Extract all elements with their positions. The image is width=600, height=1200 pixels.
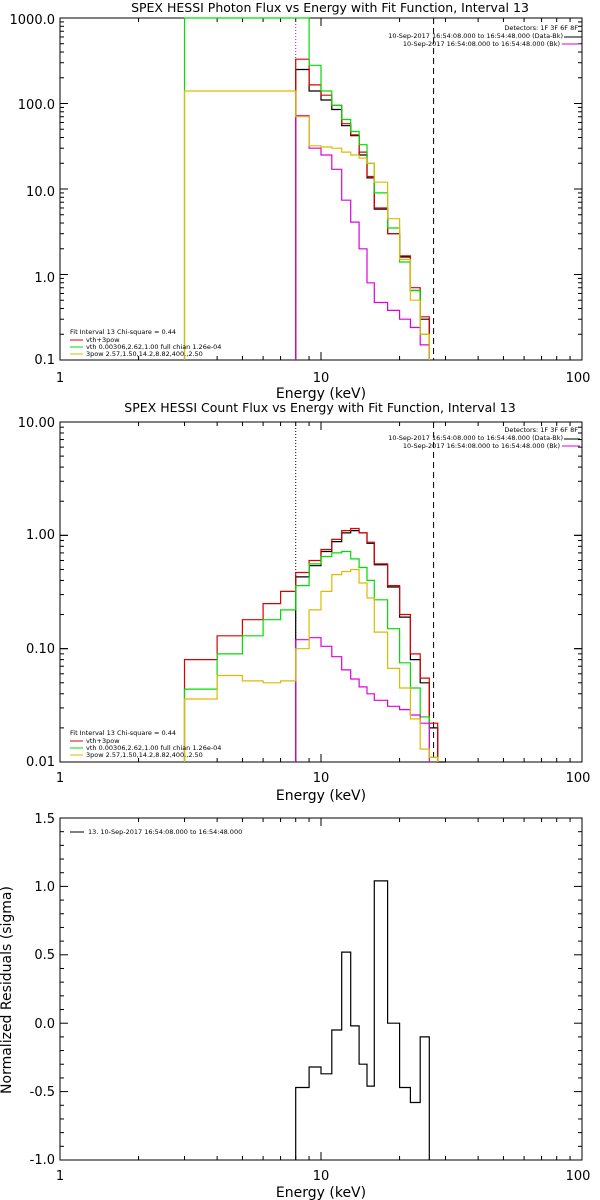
- y-tick-label: -1.0: [30, 1153, 55, 1168]
- plot-frame: [59, 817, 583, 1161]
- y-tick-label: 0.01: [26, 755, 55, 770]
- x-tick-label: 10: [313, 1169, 330, 1184]
- fit-info-text: Fit Interval 13 Chi-square = 0.44: [70, 328, 176, 336]
- series-line: [295, 530, 446, 763]
- fit-info-text: vth+3pow: [86, 737, 120, 745]
- interval-info: 10-Sep-2017 16:54:08.000 to 16:54:48.000…: [403, 40, 560, 48]
- data-series: [183, 527, 446, 763]
- y-tick-label: -0.5: [30, 1085, 55, 1100]
- series-line: [183, 90, 430, 360]
- axis-ticks: [59, 17, 583, 361]
- chart-title: SPEX HESSI Count Flux vs Energy with Fit…: [124, 400, 515, 415]
- y-tick-label: 1000.0: [10, 13, 56, 28]
- count-flux-panel: SPEX HESSI Count Flux vs Energy with Fit…: [18, 400, 591, 804]
- series-line: [295, 68, 430, 360]
- series-line: [295, 880, 430, 1160]
- detectors-label: Detectors: 1F 3F 6F 8F: [504, 426, 578, 434]
- detectors-label: Detectors: 1F 3F 6F 8F: [504, 24, 578, 32]
- data-series: [183, 17, 430, 360]
- fit-info-text: Fit Interval 13 Chi-square = 0.44: [70, 729, 176, 737]
- photon-flux-panel: SPEX HESSI Photon Flux vs Energy with Fi…: [10, 0, 591, 402]
- series-line: [295, 58, 430, 360]
- x-tick-label: 100: [566, 371, 591, 386]
- interval-info: 10-Sep-2017 16:54:08.000 to 16:54:48.000…: [388, 434, 563, 442]
- series-line: [183, 550, 439, 762]
- reference-lines: [295, 18, 435, 360]
- x-tick-label: 1: [56, 771, 64, 786]
- reference-lines: [295, 422, 435, 762]
- y-axis-label: Normalized Residuals (sigma): [0, 886, 15, 1094]
- x-axis-label: Energy (keV): [276, 1185, 366, 1200]
- fit-info-text: 3pow 2.57,1.50,14.2,8.82,400.,2.50: [86, 350, 203, 358]
- x-tick-label: 10: [313, 371, 330, 386]
- x-tick-label: 10: [313, 771, 330, 786]
- y-tick-label: 10.00: [18, 416, 55, 431]
- y-tick-label: 0.10: [26, 642, 55, 657]
- y-tick-label: 1.0: [34, 271, 55, 286]
- x-tick-label: 100: [566, 1169, 591, 1184]
- legend-entry: 13. 10-Sep-2017 16:54:08.000 to 16:54:48…: [88, 828, 242, 836]
- interval-info: 10-Sep-2017 16:54:08.000 to 16:54:48.000…: [388, 32, 563, 40]
- x-axis-label: Energy (keV): [276, 386, 366, 402]
- x-axis-label: Energy (keV): [276, 788, 366, 804]
- series-line: [183, 527, 439, 762]
- y-tick-label: 0.0: [34, 1017, 55, 1032]
- data-series: [295, 880, 430, 1160]
- series-line: [295, 115, 430, 360]
- y-tick-label: 100.0: [18, 98, 55, 113]
- fit-info-text: 3pow 2.57,1.50,14.2,8.82,400.,2.50: [86, 751, 203, 759]
- y-tick-label: 1.0: [34, 880, 55, 895]
- x-tick-label: 1: [56, 1169, 64, 1184]
- y-tick-label: 1.5: [34, 812, 55, 827]
- y-tick-label: 10.0: [26, 185, 55, 200]
- fit-info-text: vth 0.00306,2.62,1.00 full chian 1.26e-0…: [86, 744, 221, 752]
- series-line: [295, 637, 430, 762]
- x-tick-label: 100: [566, 771, 591, 786]
- interval-info: 10-Sep-2017 16:54:08.000 to 16:54:48.000…: [403, 442, 560, 450]
- y-tick-label: 0.1: [34, 353, 55, 368]
- fit-info-text: vth+3pow: [86, 336, 120, 344]
- fit-info-text: vth 0.00306,2.62,1.00 full chian 1.26e-0…: [86, 343, 221, 351]
- axis-ticks: [59, 817, 583, 1161]
- x-tick-label: 1: [56, 371, 64, 386]
- y-tick-label: 1.00: [26, 528, 55, 543]
- chart-title: SPEX HESSI Photon Flux vs Energy with Fi…: [131, 0, 529, 15]
- y-tick-label: 0.5: [34, 948, 55, 963]
- series-line: [183, 568, 439, 762]
- residuals-panel: -1.0 -0.5 0.0 0.5 1.0 1.5 1 10 100 Energ…: [0, 812, 590, 1200]
